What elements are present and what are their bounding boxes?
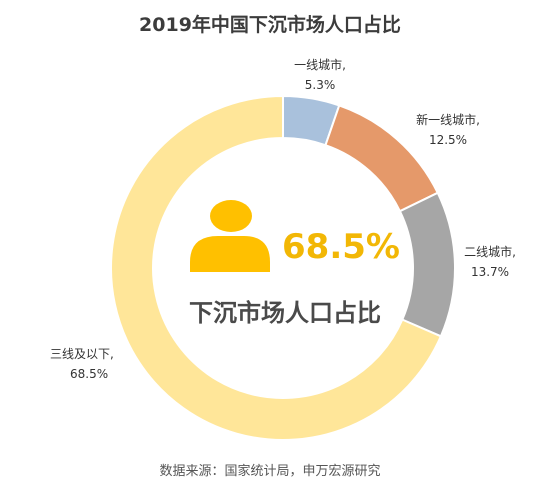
- data-source: 数据来源：国家统计局，申万宏源研究: [159, 463, 380, 479]
- slice-label-value: 12.5%: [429, 133, 467, 147]
- donut-slices: [110, 94, 456, 441]
- chart-title: 2019年中国下沉市场人口占比: [139, 13, 401, 36]
- center-percentage: 68.5%: [282, 227, 400, 267]
- slice-label-value: 68.5%: [70, 367, 108, 381]
- slice-4: [110, 94, 443, 441]
- center-caption: 下沉市场人口占比: [189, 299, 381, 327]
- slice-label-category: 新一线城市,: [416, 112, 480, 127]
- slice-label-value: 13.7%: [471, 265, 509, 279]
- person-icon: [190, 200, 270, 272]
- slice-label-category: 三线及以下,: [50, 347, 114, 361]
- slice-labels: 一线城市, 5.3% 新一线城市, 12.5% 二线城市, 13.7% 三线及以下, 68.5…: [50, 57, 516, 381]
- slice-3: [398, 191, 456, 338]
- slice-label-value: 5.3%: [305, 78, 336, 92]
- slice-label-category: 二线城市,: [464, 244, 516, 259]
- slice-label-category: 一线城市,: [294, 57, 346, 72]
